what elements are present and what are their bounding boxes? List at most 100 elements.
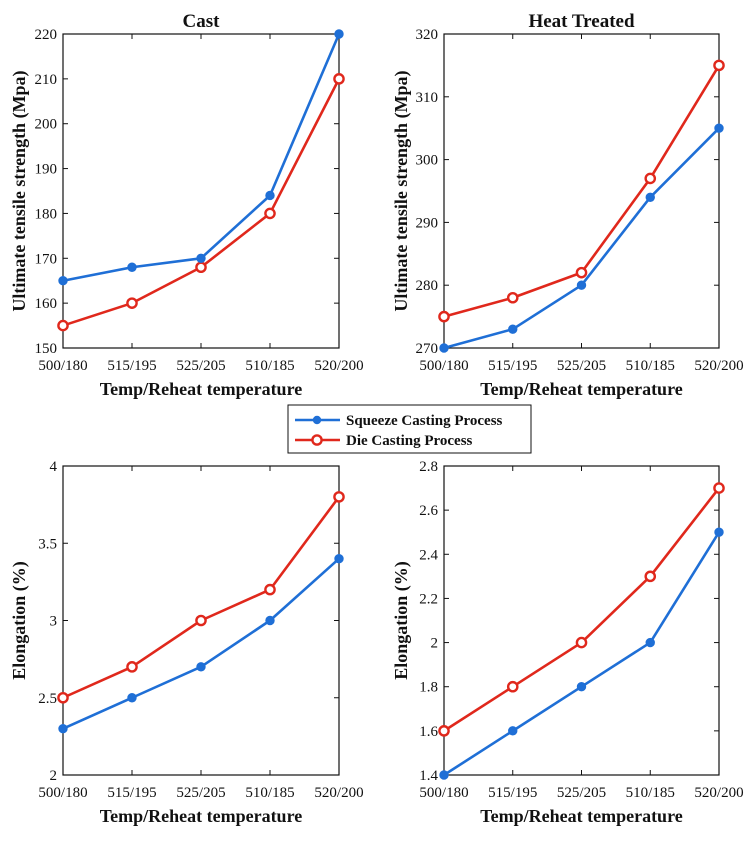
data-point <box>439 770 449 780</box>
y-tick-label: 280 <box>416 278 439 294</box>
chart-panel-3: 2 2.5 3 3.5 4 500/180 515/195 525/205 510/185 520… <box>9 459 364 826</box>
data-point <box>575 266 588 279</box>
x-tick-label: 515/195 <box>488 785 537 801</box>
data-point <box>57 691 69 704</box>
y-tick-label: 4 <box>50 459 58 475</box>
data-point <box>438 725 450 737</box>
data-point <box>645 637 655 648</box>
data-point <box>126 661 138 673</box>
data-point <box>508 726 518 736</box>
legend-label: Squeeze Casting Process <box>346 413 503 429</box>
x-tick-label: 510/185 <box>626 785 675 801</box>
data-point <box>127 693 137 703</box>
data-point <box>438 310 450 323</box>
y-tick-label: 2 <box>431 636 439 652</box>
y-tick-label: 2.2 <box>419 591 438 607</box>
x-tick-label: 525/205 <box>176 358 225 374</box>
series-squeeze-casting <box>58 29 344 286</box>
y-tick-label: 310 <box>416 90 439 106</box>
series-die-casting <box>57 73 345 332</box>
data-point <box>196 253 206 263</box>
x-axis-label: Temp/Reheat temperature <box>480 806 682 826</box>
y-tick-label: 3.5 <box>38 536 57 552</box>
legend-marker <box>312 415 322 425</box>
data-point <box>264 583 276 596</box>
data-point <box>195 261 207 274</box>
y-tick-label: 2.6 <box>419 503 438 519</box>
y-tick-label: 2 <box>50 768 58 784</box>
x-tick-label: 515/195 <box>107 785 156 801</box>
x-tick-label: 525/205 <box>557 785 606 801</box>
chart-panel-1: Cast 150 160 170 180 190 200 210 220 500/180 515/1… <box>9 11 364 399</box>
data-point <box>645 192 655 202</box>
data-point <box>265 615 275 626</box>
x-tick-label: 500/180 <box>38 358 87 374</box>
series-squeeze-casting <box>439 527 724 780</box>
legend-label: Die Casting Process <box>346 433 473 449</box>
data-point <box>196 662 206 672</box>
data-point <box>506 291 519 304</box>
y-tick-label: 1.4 <box>419 768 438 784</box>
chart-panel-2: Heat Treated 270 280 290 300 310 320 500/180 515… <box>391 11 744 399</box>
data-point <box>333 73 345 85</box>
data-point <box>58 723 68 734</box>
data-point <box>576 682 587 692</box>
x-tick-label: 500/180 <box>38 785 87 801</box>
series-squeeze-casting <box>58 554 344 734</box>
y-tick-label: 1.8 <box>419 680 438 696</box>
data-point <box>714 527 724 537</box>
data-point <box>264 207 276 220</box>
x-tick-label: 515/195 <box>107 358 156 374</box>
x-tick-label: 515/195 <box>488 358 537 374</box>
y-tick-label: 190 <box>35 162 58 178</box>
x-tick-label: 520/200 <box>694 785 743 801</box>
y-tick-label: 2.4 <box>419 547 438 563</box>
y-tick-label: 180 <box>35 206 58 222</box>
data-point <box>713 482 725 494</box>
y-tick-label: 200 <box>35 117 58 133</box>
data-point <box>576 280 587 290</box>
data-point <box>265 190 275 201</box>
y-tick-label: 210 <box>35 72 58 88</box>
x-tick-label: 520/200 <box>314 785 363 801</box>
data-point <box>334 554 344 564</box>
data-point <box>644 172 657 185</box>
x-tick-label: 500/180 <box>419 358 468 374</box>
series-line <box>62 78 341 327</box>
y-tick-label: 270 <box>416 341 439 357</box>
series-die-casting <box>57 491 345 704</box>
series-line <box>443 127 720 350</box>
chart-title: Heat Treated <box>528 11 634 32</box>
data-point <box>57 319 69 332</box>
plot-frame <box>443 465 720 776</box>
series-line <box>443 487 721 732</box>
x-tick-label: 500/180 <box>419 785 468 801</box>
x-tick-label: 525/205 <box>176 785 225 801</box>
y-tick-label: 170 <box>35 251 58 267</box>
y-axis-label: Elongation (%) <box>9 561 30 680</box>
y-axis-label: Elongation (%) <box>391 561 412 680</box>
y-tick-label: 150 <box>35 341 58 357</box>
x-tick-label: 520/200 <box>314 358 363 374</box>
legend-marker <box>311 434 323 446</box>
y-axis-label: Ultimate tensile strength (Mpa) <box>9 70 30 311</box>
data-point <box>334 29 344 39</box>
plot-frame <box>62 33 340 349</box>
x-axis-label: Temp/Reheat temperature <box>480 379 682 399</box>
x-tick-label: 510/185 <box>626 358 675 374</box>
y-tick-label: 220 <box>35 27 58 43</box>
legend: Squeeze Casting Process Die Casting Proce… <box>287 404 532 454</box>
x-tick-label: 525/205 <box>557 358 606 374</box>
series-die-casting <box>438 59 725 323</box>
data-point <box>439 343 449 353</box>
y-tick-label: 2.5 <box>38 691 57 707</box>
x-tick-label: 510/185 <box>245 358 294 374</box>
x-tick-label: 520/200 <box>694 358 743 374</box>
chart-panel-4: 1.4 1.6 1.8 2 2.2 2.4 2.6 2.8 500/180 515/195 525/… <box>391 459 744 826</box>
data-point <box>713 59 725 72</box>
series-line <box>62 557 340 730</box>
y-tick-label: 2.8 <box>419 459 438 475</box>
y-tick-label: 320 <box>416 27 439 43</box>
y-tick-label: 3 <box>50 614 58 630</box>
